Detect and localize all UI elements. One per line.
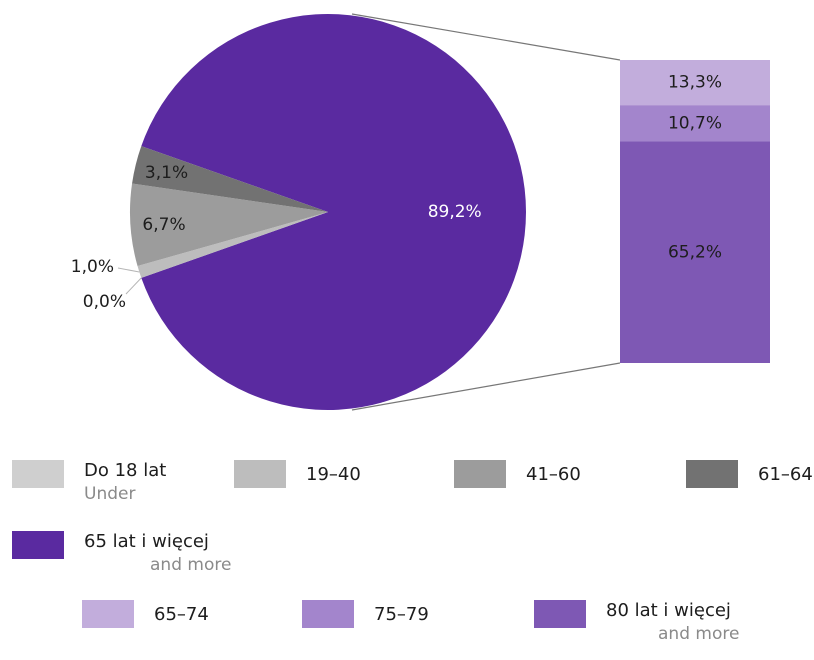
- legend-swatch: [534, 600, 586, 628]
- bar-segment-80-lat-i-wi-cej: [620, 141, 770, 363]
- legend-swatch: [454, 460, 506, 488]
- pie-slice-65-lat-i-wi-cej: [141, 14, 527, 410]
- legend-swatch: [234, 460, 286, 488]
- chart-area: 89,2% 3,1% 6,7% 1,0% 0,0% 13,3% 10,7% 65,2%: [71, 13, 770, 411]
- legend-item-65-plus: 65 lat i więcej and more: [12, 531, 252, 591]
- legend-sublabel: and more: [658, 624, 740, 644]
- data-label-41-60: 6,7%: [142, 215, 185, 235]
- legend-item-under-18: Do 18 lat Under: [12, 460, 212, 520]
- legend-label: 19–40: [306, 464, 361, 485]
- pie-slice-61-64: [132, 146, 328, 212]
- pie-slice-19-40: [137, 212, 328, 278]
- bar-segment-65-74: [620, 60, 770, 106]
- connector-line-top: [351, 13, 621, 61]
- legend-label: 75–79: [374, 604, 429, 625]
- pie-chart: [129, 14, 527, 410]
- legend-item-19-40: 19–40: [234, 460, 414, 520]
- legend-swatch: [12, 460, 64, 488]
- connector-lines: [351, 13, 621, 411]
- legend-item-61-64: 61–64: [686, 460, 813, 520]
- legend-swatch: [82, 600, 134, 628]
- legend-label: 41–60: [526, 464, 581, 485]
- bar-label-65-74: 13,3%: [668, 73, 722, 93]
- bar-label-80-lat-i-wi-cej: 65,2%: [668, 242, 722, 262]
- pie-slice-41-60: [129, 183, 328, 267]
- bar-label-75-79: 10,7%: [668, 113, 722, 133]
- leader-line-19-40: [117, 267, 140, 273]
- legend-swatch: [686, 460, 738, 488]
- legend-item-75-79: 75–79: [302, 600, 482, 660]
- legend-sublabel: and more: [150, 555, 232, 575]
- data-labels: 89,2% 3,1% 6,7% 1,0% 0,0% 13,3% 10,7% 65,2%: [71, 73, 722, 312]
- legend-label: 65 lat i więcej: [84, 531, 209, 552]
- stacked-bar: [620, 60, 770, 363]
- data-label-19-40: 1,0%: [71, 257, 114, 277]
- connector-line-bottom: [351, 362, 621, 411]
- legend-label: Do 18 lat: [84, 460, 167, 481]
- data-label-do-18-lat: 0,0%: [83, 292, 126, 312]
- legend-item-80-plus: 80 lat i więcej and more: [534, 600, 794, 660]
- legend-label: 61–64: [758, 464, 813, 485]
- legend-swatch: [12, 531, 64, 559]
- bar-segment-75-79: [620, 105, 770, 142]
- legend-sublabel: Under: [84, 484, 136, 504]
- leader-line-do-18-lat: [125, 277, 142, 295]
- data-label-61-64: 3,1%: [145, 163, 188, 183]
- legend-label: 65–74: [154, 604, 209, 625]
- legend-item-41-60: 41–60: [454, 460, 634, 520]
- legend-label: 80 lat i więcej: [606, 600, 731, 621]
- legend-swatch: [302, 600, 354, 628]
- legend-item-65-74: 65–74: [82, 600, 262, 660]
- data-label-65-lat-i-wiecej: 89,2%: [428, 202, 482, 222]
